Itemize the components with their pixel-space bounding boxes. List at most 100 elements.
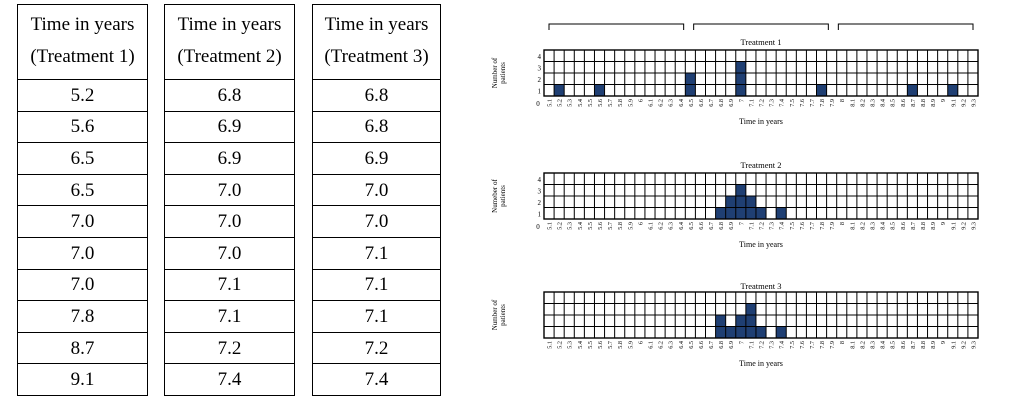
bar-cell-6.8 bbox=[715, 207, 726, 219]
x-tick-label: 6 bbox=[637, 99, 644, 102]
x-tick-label: 8 bbox=[839, 341, 846, 344]
table-cell: 7.2 bbox=[312, 331, 441, 365]
x-tick-label: 8.2 bbox=[859, 341, 866, 349]
x-tick-label: 7.5 bbox=[789, 341, 796, 349]
x-tick-label: 7.5 bbox=[789, 99, 796, 107]
x-tick-label: 9.1 bbox=[950, 99, 957, 107]
x-tick-label: 6.7 bbox=[708, 341, 715, 349]
bar-cell-7 bbox=[735, 196, 746, 208]
y-tick-label: 3 bbox=[538, 187, 542, 195]
x-tick-label: 7.8 bbox=[819, 341, 826, 349]
bar-cell-7.1 bbox=[745, 326, 756, 338]
table-header: Time in years (Treatment 2) bbox=[164, 4, 295, 80]
x-tick-label: 5.6 bbox=[597, 341, 604, 349]
x-tick-label: 6.2 bbox=[658, 99, 665, 107]
x-tick-label: 7 bbox=[738, 341, 745, 344]
x-axis-label: Time in years bbox=[739, 117, 783, 126]
x-tick-label: 8.4 bbox=[880, 99, 887, 107]
grid bbox=[543, 291, 979, 339]
table-cell: 7.0 bbox=[164, 173, 295, 207]
bar-cell-5.6 bbox=[594, 84, 605, 96]
x-tick-label: 8.1 bbox=[849, 222, 856, 230]
table-cell: 9.1 bbox=[17, 363, 148, 396]
x-tick-label: 8.9 bbox=[930, 222, 937, 230]
table-treatment-2: Time in years (Treatment 2) 6.8 6.9 6.9 7.0 7… bbox=[164, 4, 295, 396]
table-cell: 7.0 bbox=[17, 236, 148, 270]
x-tick-label: 7 bbox=[738, 99, 745, 102]
table-header: Time in years (Treatment 1) bbox=[17, 4, 148, 80]
chart-treatment-2: Treatment 2 1 2 3 4 0 5.1 5.2 5.3 5.4 5.5 5.6 5.7 5.8… bbox=[491, 160, 979, 249]
table-body: 6.8 6.8 6.9 7.0 7.0 7.1 7.1 7.1 7.2 7.4 bbox=[312, 79, 441, 396]
table-row: 7.1 bbox=[164, 300, 295, 333]
x-tick-label: 8 bbox=[839, 99, 846, 102]
x-tick-label: 8.7 bbox=[910, 222, 917, 230]
table-cell: 5.2 bbox=[17, 79, 148, 112]
x-tick-label: 7.1 bbox=[748, 341, 755, 349]
table-cell: 6.8 bbox=[312, 79, 441, 112]
x-tick-label: 7.9 bbox=[829, 341, 836, 349]
x-tick-label: 8.3 bbox=[870, 222, 877, 230]
x-tick-label: 9.3 bbox=[970, 222, 977, 230]
x-tick-label: 5.2 bbox=[557, 99, 564, 107]
table-row: 5.6 bbox=[17, 110, 148, 144]
header-line-2: (Treatment 1) bbox=[30, 46, 135, 67]
x-tick-label: 5.9 bbox=[627, 99, 634, 107]
table-cell: 7.2 bbox=[164, 331, 295, 365]
y-tick-label: 4 bbox=[538, 53, 542, 61]
table-row: 7.0 bbox=[17, 236, 148, 270]
table-row: 7.1 bbox=[312, 236, 441, 270]
x-tick-label: 8.6 bbox=[900, 341, 907, 349]
x-tick-label: 8.8 bbox=[920, 341, 927, 349]
x-tick-label: 8.5 bbox=[890, 222, 897, 230]
x-tick-label: 6.3 bbox=[668, 341, 675, 349]
x-tick-label: 8.4 bbox=[880, 222, 887, 230]
bar-cell-7.4 bbox=[776, 207, 787, 219]
bar-cell-7 bbox=[735, 61, 746, 73]
x-tick-label: 5.9 bbox=[627, 341, 634, 349]
header-line-2: (Treatment 2) bbox=[177, 46, 282, 67]
x-tick-label: 8.8 bbox=[920, 222, 927, 230]
x-tick-label: 9 bbox=[940, 99, 947, 102]
bar-cell-7.8 bbox=[816, 84, 827, 96]
table-row: 7.2 bbox=[312, 331, 441, 365]
bar-cell-7 bbox=[735, 184, 746, 196]
x-tick-label: 9 bbox=[940, 341, 947, 344]
bar-cell-6.9 bbox=[725, 326, 736, 338]
header-line-1: Time in years bbox=[30, 14, 135, 35]
chart-treatment-1: Treatment 1 1 2 3 4 0 5.1 5.2 5.3 5.4 5.5 5.6 5.7 5.8… bbox=[491, 23, 979, 126]
x-tick-label: 9.3 bbox=[970, 99, 977, 107]
table-body: 6.8 6.9 6.9 7.0 7.0 7.0 7.1 7.1 7.2 7.4 bbox=[164, 79, 295, 396]
bar-cell-7 bbox=[735, 315, 746, 327]
x-tick-label: 5.2 bbox=[557, 341, 564, 349]
table-row: 9.1 bbox=[17, 363, 148, 396]
x-tick-label: 6.7 bbox=[708, 222, 715, 230]
header-line-1: Time in years bbox=[324, 14, 429, 35]
x-tick-label: 6.9 bbox=[728, 341, 735, 349]
bar-cell-9.1 bbox=[947, 84, 958, 96]
chart-title: Treatment 2 bbox=[740, 160, 781, 170]
x-tick-label: 6 bbox=[637, 341, 644, 344]
chart-title: Treatment 3 bbox=[740, 281, 781, 291]
bar-cell-7.2 bbox=[755, 207, 767, 219]
x-tick-label: 9.3 bbox=[970, 341, 977, 349]
table-treatment-3: Time in years (Treatment 3) 6.8 6.8 6.9 7.0 7… bbox=[312, 4, 441, 396]
x-tick-label: 6.7 bbox=[708, 99, 715, 107]
x-tick-label: 5.1 bbox=[547, 222, 554, 230]
bar-cell-6.9 bbox=[725, 196, 736, 208]
x-tick-label: 5.1 bbox=[547, 99, 554, 107]
table-cell: 6.8 bbox=[164, 79, 295, 112]
bar-cell-5.2 bbox=[554, 84, 565, 96]
bar-cell-6.5 bbox=[685, 73, 696, 85]
table-row: 6.8 bbox=[312, 110, 441, 144]
x-tick-label: 5.5 bbox=[587, 341, 594, 349]
x-tick-label: 7.2 bbox=[759, 341, 766, 349]
bar-cell-7.4 bbox=[776, 326, 787, 338]
x-tick-label: 8 bbox=[839, 222, 846, 225]
x-tick-label: 7.7 bbox=[809, 341, 816, 349]
table-cell: 6.5 bbox=[17, 142, 148, 175]
x-tick-label: 6.1 bbox=[647, 222, 654, 230]
chart-treatment-3: Treatment 35.1 5.2 5.3 5.4 5.5 5.6 5.7 5.8 5.9 6 6… bbox=[491, 281, 979, 368]
bar-cell-6.8 bbox=[715, 315, 726, 327]
table-cell: 7.1 bbox=[312, 236, 441, 270]
